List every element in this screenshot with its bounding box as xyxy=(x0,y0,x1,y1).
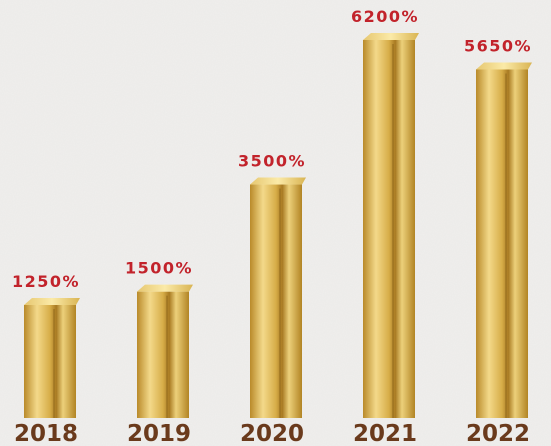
x-tick-label: 2020 xyxy=(240,421,304,446)
bar-top xyxy=(363,33,419,40)
x-tick-label: 2022 xyxy=(466,421,530,446)
bar-top xyxy=(137,284,193,292)
bars: 1250% 2018 1500% 2019 3500% 2020 6200% 2021 5650… xyxy=(12,7,532,446)
bar-top xyxy=(250,177,306,185)
value-label: 5650% xyxy=(464,36,532,55)
bar-top xyxy=(476,62,532,70)
bar-top xyxy=(24,298,80,305)
value-label: 3500% xyxy=(238,152,306,171)
value-label: 1250% xyxy=(12,272,80,291)
bar xyxy=(137,291,189,418)
x-tick-label: 2018 xyxy=(14,421,78,446)
bar xyxy=(250,184,302,418)
bar xyxy=(476,69,528,418)
bar xyxy=(24,305,76,418)
value-label: 6200% xyxy=(351,7,419,26)
bar xyxy=(363,40,415,418)
value-label: 1500% xyxy=(125,259,193,278)
x-tick-label: 2021 xyxy=(353,421,417,446)
x-tick-label: 2019 xyxy=(127,421,191,446)
